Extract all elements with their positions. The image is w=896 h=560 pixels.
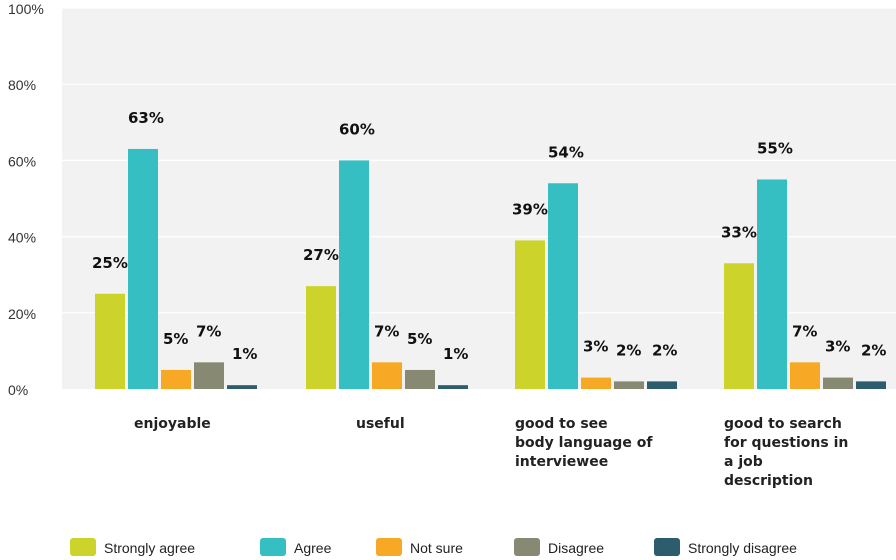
bar xyxy=(790,362,820,389)
y-tick-label: 100% xyxy=(8,1,44,17)
y-tick-label: 60% xyxy=(8,153,36,169)
category-label: enjoyable xyxy=(134,416,211,432)
category-label: good to search for questions in a job descr… xyxy=(724,416,848,489)
legend-label: Strongly disagree xyxy=(688,540,797,556)
bar xyxy=(306,286,336,389)
bar xyxy=(339,160,369,389)
bar xyxy=(614,381,644,389)
legend-item: Strongly disagree xyxy=(654,538,797,556)
bar xyxy=(757,179,787,389)
data-label: 54% xyxy=(548,143,584,161)
bar xyxy=(438,385,468,389)
data-label: 7% xyxy=(374,322,399,340)
category-labels: enjoyable useful good to see body language … xyxy=(134,416,848,489)
bars xyxy=(95,148,886,389)
data-label: 1% xyxy=(443,345,468,363)
bar xyxy=(128,148,158,389)
data-label: 39% xyxy=(512,200,548,218)
legend-item: Not sure xyxy=(376,538,463,556)
legend-label: Strongly agree xyxy=(104,540,195,556)
legend-swatch xyxy=(70,538,96,556)
y-tick-label: 80% xyxy=(8,77,36,93)
data-label: 2% xyxy=(616,341,641,359)
data-labels: 25% 27% 39% 33% 63% 60% 54% 55% 5% 7% 3% 7% 7% 5% 2% 3%… xyxy=(92,109,886,363)
bar xyxy=(95,293,125,389)
category-label: useful xyxy=(356,416,405,432)
legend-swatch xyxy=(376,538,402,556)
legend-swatch xyxy=(514,538,540,556)
bar xyxy=(856,381,886,389)
data-label: 2% xyxy=(652,341,677,359)
bar xyxy=(724,263,754,389)
bar xyxy=(372,362,402,389)
legend-item: Disagree xyxy=(514,538,604,556)
data-label: 5% xyxy=(163,330,188,348)
bar xyxy=(548,183,578,389)
bar xyxy=(405,369,435,389)
legend-label: Agree xyxy=(294,540,332,556)
data-label: 63% xyxy=(128,109,164,127)
data-label: 3% xyxy=(825,338,850,356)
y-tick-label: 40% xyxy=(8,230,36,246)
legend-swatch xyxy=(260,538,286,556)
legend-label: Disagree xyxy=(548,540,604,556)
data-label: 33% xyxy=(721,223,757,241)
legend-swatch xyxy=(654,538,680,556)
bar xyxy=(515,240,545,389)
legend-item: Strongly agree xyxy=(70,538,195,556)
legend-item: Agree xyxy=(260,538,332,556)
bar xyxy=(227,385,257,389)
data-label: 7% xyxy=(792,322,817,340)
legend-label: Not sure xyxy=(410,540,463,556)
data-label: 60% xyxy=(339,120,375,138)
bar xyxy=(194,362,224,389)
bar xyxy=(823,377,853,389)
legend: Strongly agree Agree Not sure Disagree Stron… xyxy=(70,538,797,556)
y-axis: 0% 20% 40% 60% 80% 100% xyxy=(8,1,44,398)
y-tick-label: 20% xyxy=(8,306,36,322)
bar xyxy=(647,381,677,389)
data-label: 27% xyxy=(303,246,339,264)
data-label: 7% xyxy=(196,322,221,340)
data-label: 1% xyxy=(232,345,257,363)
bar xyxy=(161,369,191,389)
data-label: 55% xyxy=(757,139,793,157)
data-label: 2% xyxy=(861,341,886,359)
category-label: good to see body language of interviewee xyxy=(515,416,653,470)
data-label: 3% xyxy=(583,338,608,356)
data-label: 25% xyxy=(92,254,128,272)
data-label: 5% xyxy=(407,330,432,348)
bar xyxy=(581,377,611,389)
y-tick-label: 0% xyxy=(8,382,28,398)
